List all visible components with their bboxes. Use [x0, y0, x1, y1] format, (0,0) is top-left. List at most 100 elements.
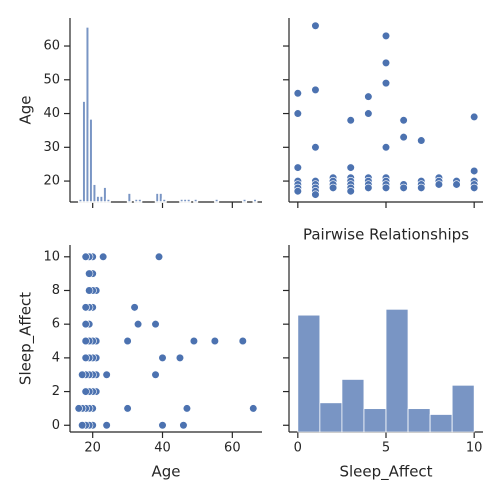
hist-bar	[252, 198, 258, 203]
hist-bar	[242, 198, 248, 203]
hist-bar	[137, 198, 143, 203]
scatter-point	[123, 336, 132, 346]
hist-bar	[105, 198, 111, 203]
scatter-point	[346, 187, 355, 196]
y-tick-label: 50	[43, 72, 60, 87]
scatter-point	[293, 89, 302, 98]
y-tick-label: 20	[43, 174, 60, 189]
scatter-point	[346, 116, 355, 125]
scatter-point	[151, 370, 160, 379]
scatter-point	[452, 180, 461, 189]
hist-bar	[193, 198, 199, 203]
scatter-point	[311, 190, 320, 199]
scatter-point	[399, 183, 408, 192]
hist-bar	[429, 414, 453, 433]
hist-bar	[451, 384, 475, 433]
scatter-point	[417, 183, 426, 192]
y-tick-label: 2	[52, 384, 60, 399]
scatter-point	[179, 421, 188, 430]
scatter-point	[175, 353, 185, 362]
scatter-point	[158, 353, 167, 362]
panel-title: Pairwise Relationships	[303, 226, 469, 244]
scatter-point	[417, 136, 426, 145]
scatter-point	[399, 133, 408, 142]
x-tick-label: 60	[224, 441, 241, 456]
hist-bar	[297, 314, 321, 433]
hist-bar	[363, 408, 387, 433]
scatter-point	[81, 320, 90, 329]
scatter-point	[238, 336, 247, 346]
scatter-point	[381, 58, 391, 68]
scatter-point	[130, 303, 139, 312]
scatter-point	[311, 85, 320, 95]
scatter-point	[434, 180, 444, 189]
scatter-point	[154, 252, 164, 261]
x-axis-label: Sleep_Affect	[339, 463, 432, 482]
scatter-point	[399, 116, 408, 125]
scatter-point	[81, 387, 90, 396]
y-tick-label: 40	[43, 106, 60, 121]
scatter-point	[133, 320, 143, 329]
hist-bar	[88, 118, 94, 203]
scatter-point	[158, 421, 167, 430]
x-tick-label: 20	[84, 441, 101, 456]
scatter-point	[470, 112, 479, 122]
scatter-point	[381, 183, 391, 192]
scatter-point	[81, 303, 90, 312]
hist-bar	[319, 402, 343, 433]
scatter-point	[151, 320, 160, 329]
hist-bar	[102, 186, 108, 203]
scatter-point	[78, 421, 87, 430]
scatter-point	[74, 404, 83, 413]
scatter-point	[381, 143, 391, 152]
y-tick-label: 4	[52, 350, 60, 365]
hist-bar	[407, 408, 431, 433]
y-tick-label: 6	[52, 317, 60, 332]
scatter-point	[81, 252, 90, 261]
scatter-point	[81, 353, 90, 362]
scatter-point	[78, 370, 87, 379]
scatter-point	[381, 79, 391, 88]
scatter-point	[311, 143, 320, 152]
scatter-point	[293, 187, 302, 196]
scatter-point	[470, 166, 479, 176]
x-tick-label: 5	[382, 441, 390, 456]
hist-bar	[341, 379, 365, 433]
y-axis-label: Age	[17, 95, 35, 124]
scatter-point	[293, 109, 302, 118]
hist-bar	[385, 308, 409, 433]
x-tick-label: 10	[466, 441, 483, 456]
scatter-point	[85, 286, 94, 295]
scatter-point	[381, 31, 391, 40]
scatter-point	[311, 21, 320, 30]
scatter-point	[364, 109, 373, 118]
scatter-point	[99, 252, 108, 261]
scatter-point	[470, 183, 479, 192]
scatter-point	[210, 336, 219, 346]
hist-bar	[158, 192, 164, 203]
y-tick-label: 0	[52, 418, 60, 433]
x-axis-label: Age	[151, 463, 180, 481]
y-axis-label: Sleep_Affect	[17, 292, 36, 385]
scatter-point	[189, 336, 199, 346]
x-tick-label: 0	[294, 441, 302, 456]
y-tick-label: 8	[52, 283, 60, 298]
scatter-point	[249, 404, 258, 413]
scatter-point	[123, 404, 132, 413]
y-tick-label: 10	[43, 249, 60, 264]
scatter-point	[328, 183, 338, 192]
scatter-point	[182, 404, 192, 413]
scatter-point	[85, 269, 94, 278]
hist-bar	[84, 26, 90, 203]
y-tick-label: 60	[43, 39, 60, 54]
scatter-point	[364, 92, 373, 101]
scatter-point	[81, 336, 90, 346]
x-tick-label: 40	[154, 441, 171, 456]
hist-bar	[186, 198, 192, 203]
y-tick-label: 30	[43, 140, 60, 155]
scatter-point	[102, 370, 111, 379]
hist-bar	[126, 192, 132, 203]
scatter-point	[102, 421, 111, 430]
scatter-point	[346, 163, 355, 172]
